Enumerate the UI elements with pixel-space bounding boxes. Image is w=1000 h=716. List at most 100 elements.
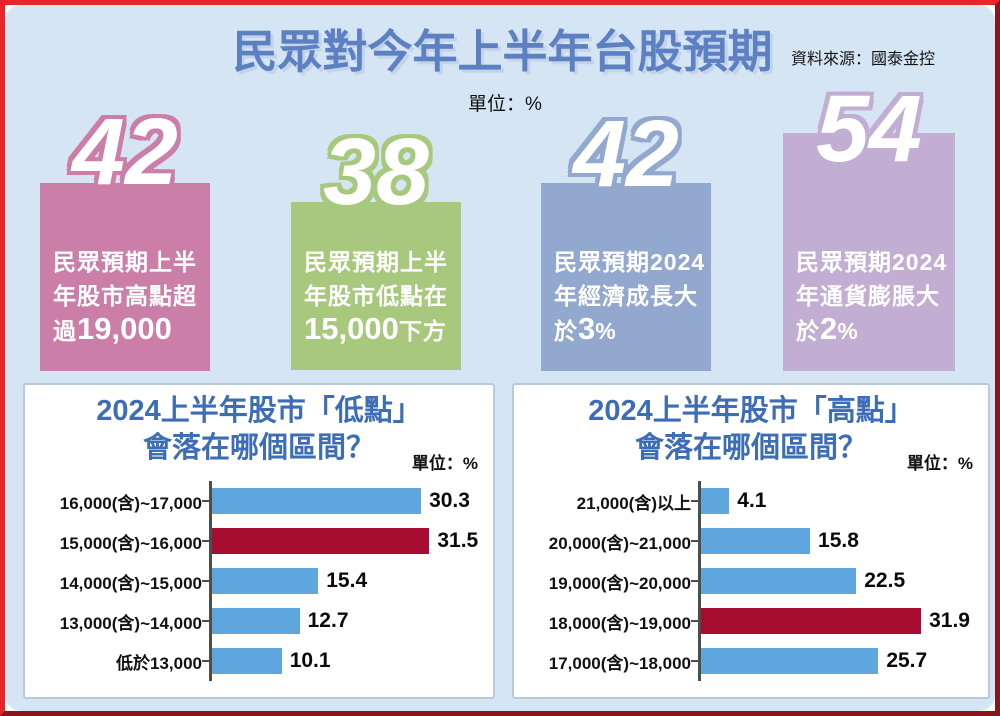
bar-row: 20,000(含)~21,000 15.8	[514, 521, 982, 561]
chart-plot: 16,000(含)~17,000 30.3 15,000(含)~16,000 31.5…	[25, 481, 487, 681]
chart-title-line2: 會落在哪個區間？	[634, 432, 867, 464]
bar-value: 4.1	[737, 489, 767, 512]
caption-number: 3	[578, 311, 596, 346]
stat-card-value: 42	[573, 101, 679, 207]
bar-row: 19,000(含)~20,000 22.5	[514, 561, 982, 601]
chart-title: 2024上半年股市「低點」 會落在哪個區間？	[25, 393, 493, 467]
caption-text: %	[595, 318, 617, 344]
tick-mark	[691, 500, 698, 502]
bar-value: 15.4	[326, 569, 368, 592]
bar-label: 低於13,000	[116, 653, 202, 673]
stat-card-caption-line: 15,000下方	[304, 313, 455, 348]
stat-card-caption-line: 民眾預期上半	[304, 245, 455, 279]
tick-mark	[691, 660, 698, 662]
stat-card: 42 民眾預期上半 年股市高點超 過19,000	[40, 105, 210, 371]
bar-row: 低於13,000 10.1	[25, 641, 487, 681]
axis-line	[209, 481, 212, 681]
stat-card-caption-line: 年通貨膨脹大	[796, 279, 949, 313]
stat-card-caption-line: 過19,000	[53, 313, 204, 348]
caption-text: 年股市低點在	[304, 283, 448, 309]
stat-card-caption-line: 民眾預期2024	[554, 245, 705, 279]
infographic-canvas: 民眾對今年上半年台股預期 資料來源：國泰金控 單位：% 42 民眾預期上半 年股市高…	[5, 5, 995, 711]
bar-row: 17,000(含)~18,000 25.7	[514, 641, 982, 681]
bar	[701, 568, 857, 594]
bar-row: 13,000(含)~14,000 12.7	[25, 601, 487, 641]
bar-label: 15,000(含)~16,000	[59, 533, 202, 553]
caption-text: %	[837, 318, 859, 344]
caption-number: 15,000	[304, 311, 399, 346]
bar-label: 14,000(含)~15,000	[59, 573, 202, 593]
chart-title-line1: 2024上半年股市「高點」	[588, 395, 914, 427]
bar	[212, 608, 300, 634]
caption-text: 民眾預期上半	[53, 249, 197, 275]
bar-row: 21,000(含)以上 4.1	[514, 481, 982, 521]
stat-card-caption-line: 年股市高點超	[53, 279, 204, 313]
tick-mark	[202, 580, 209, 582]
stat-card-value: 38	[323, 119, 429, 225]
bar-value: 31.9	[929, 609, 970, 632]
stat-card-caption-line: 民眾預期2024	[796, 245, 949, 279]
caption-text: 民眾預期上半	[304, 249, 448, 275]
low-point-chart-panel: 2024上半年股市「低點」 會落在哪個區間？ 單位：% 16,000(含)~17,00…	[23, 383, 495, 699]
stat-card-caption-line: 年經濟成長大	[554, 279, 705, 313]
caption-text: 過	[53, 318, 77, 344]
high-point-chart-panel: 2024上半年股市「高點」 會落在哪個區間？ 單位：% 21,000(含)以上 4.1 2…	[512, 383, 990, 699]
chart-title-line1: 2024上半年股市「低點」	[96, 395, 422, 427]
stat-card-caption-line: 年股市低點在	[304, 279, 455, 313]
stat-card-caption: 民眾預期上半 年股市低點在 15,000下方	[304, 245, 455, 348]
bar-label: 17,000(含)~18,000	[548, 653, 691, 673]
chart-unit-label: 單位：%	[411, 454, 478, 473]
bar-label: 18,000(含)~19,000	[548, 613, 691, 633]
chart-title: 2024上半年股市「高點」 會落在哪個區間？	[514, 393, 988, 467]
bar-value: 22.5	[864, 569, 906, 592]
caption-text: 民眾預期2024	[796, 249, 948, 275]
caption-text: 年通貨膨脹大	[796, 283, 940, 309]
tick-mark	[202, 620, 209, 622]
page-title: 民眾對今年上半年台股預期	[232, 26, 773, 77]
axis-line	[698, 481, 701, 681]
data-source-label: 資料來源：國泰金控	[791, 51, 936, 68]
bar	[701, 648, 879, 674]
stat-card-value: 54	[816, 76, 922, 182]
caption-number: 2	[820, 311, 838, 346]
tick-mark	[691, 540, 698, 542]
bar-value: 31.5	[437, 529, 479, 552]
stat-card: 54 民眾預期2024 年通貨膨脹大 於2%	[783, 82, 955, 371]
stat-card-caption: 民眾預期2024 年通貨膨脹大於2%	[796, 245, 949, 348]
bar	[212, 568, 319, 594]
bar-row: 18,000(含)~19,000 31.9	[514, 601, 982, 641]
tick-mark	[691, 620, 698, 622]
bar-value: 10.1	[289, 649, 331, 672]
tick-mark	[202, 500, 209, 502]
bar	[212, 528, 430, 554]
stat-card-caption-line: 民眾預期上半	[53, 245, 204, 279]
stat-card-value: 42	[72, 99, 178, 205]
caption-number: 19,000	[77, 311, 172, 346]
caption-text: 年經濟成長大	[554, 283, 698, 309]
bar-row: 14,000(含)~15,000 15.4	[25, 561, 487, 601]
bar	[212, 488, 422, 514]
bar-value: 25.7	[886, 649, 928, 672]
bar-label: 13,000(含)~14,000	[59, 613, 202, 633]
caption-text: 下方	[398, 318, 447, 344]
bar-row: 16,000(含)~17,000 30.3	[25, 481, 487, 521]
stat-card: 38 民眾預期上半 年股市低點在 15,000下方	[291, 125, 461, 370]
tick-mark	[691, 580, 698, 582]
bar-label: 20,000(含)~21,000	[548, 533, 691, 553]
chart-plot: 21,000(含)以上 4.1 20,000(含)~21,000 15.8 19,000…	[514, 481, 982, 681]
caption-text: 於	[554, 318, 578, 344]
bar-label: 16,000(含)~17,000	[59, 493, 202, 513]
chart-title-line2: 會落在哪個區間？	[142, 432, 375, 464]
bar-value: 15.8	[818, 529, 859, 552]
bar	[701, 608, 922, 634]
chart-unit-label: 單位：%	[906, 454, 973, 473]
stat-card-caption-line: 於2%	[796, 313, 949, 348]
stat-card-caption-line: 於3%	[554, 313, 705, 348]
unit-label: 單位：%	[468, 94, 542, 115]
stat-card: 42 民眾預期2024 年經濟成長大 於3%	[541, 107, 711, 371]
bar	[701, 528, 811, 554]
stat-card-caption: 民眾預期2024 年經濟成長大 於3%	[554, 245, 705, 348]
tick-mark	[202, 540, 209, 542]
bar-label: 21,000(含)以上	[576, 493, 691, 513]
caption-text: 年股市高點超	[53, 283, 197, 309]
